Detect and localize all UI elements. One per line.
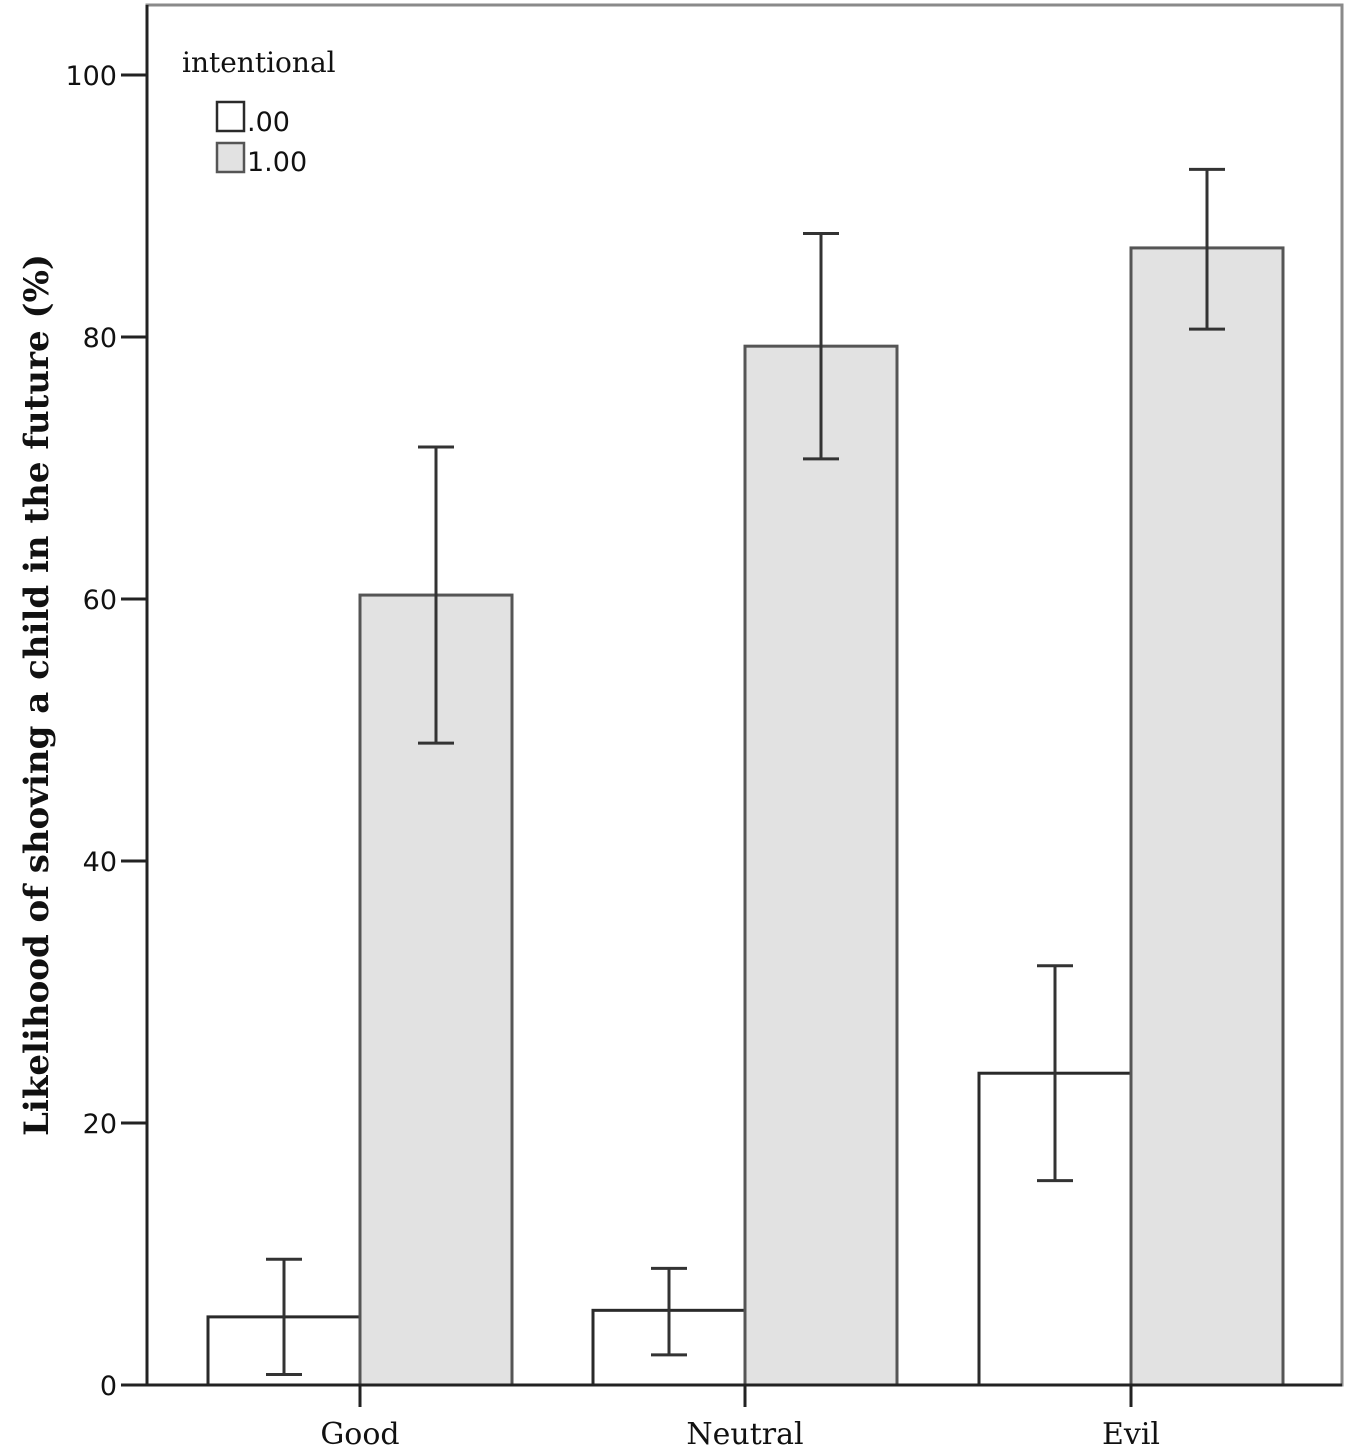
error-bar-good-series-1 [418,445,454,745]
legend: intentional .00 1.00 [182,46,336,178]
legend-title: intentional [182,46,336,79]
bars-layer [206,246,1285,1387]
x-tick-label-good: Good [320,1417,399,1450]
legend-swatch-series-0 [215,100,246,133]
error-bar-neutral-series-1 [803,232,839,461]
legend-label-series-1: 1.00 [247,147,307,178]
legend-swatch-series-1 [215,141,246,174]
error-bars-layer [266,167,1225,1377]
error-bar-good-series-0 [266,1257,302,1377]
y-tick-label-0: 0 [100,1371,117,1402]
y-tick-label-60: 60 [83,585,117,616]
y-tick-label-100: 100 [65,61,117,92]
bar-evil-series-1 [1129,246,1285,1387]
error-bar-evil-series-1 [1189,167,1225,331]
axes-layer: 0 20 40 60 80 100 Good Neutral Evil [65,5,1342,1450]
error-bar-neutral-series-0 [651,1266,687,1357]
legend-label-series-0: .00 [247,107,290,138]
x-tick-label-neutral: Neutral [686,1417,803,1450]
bar-neutral-series-1 [743,344,899,1387]
x-tick-label-evil: Evil [1102,1417,1160,1450]
error-bar-evil-series-0 [1037,964,1073,1183]
y-tick-label-20: 20 [83,1109,117,1140]
y-tick-label-40: 40 [83,847,117,878]
y-axis-title: Likelihood of shoving a child in the fut… [17,254,57,1136]
y-tick-label-80: 80 [83,323,117,354]
